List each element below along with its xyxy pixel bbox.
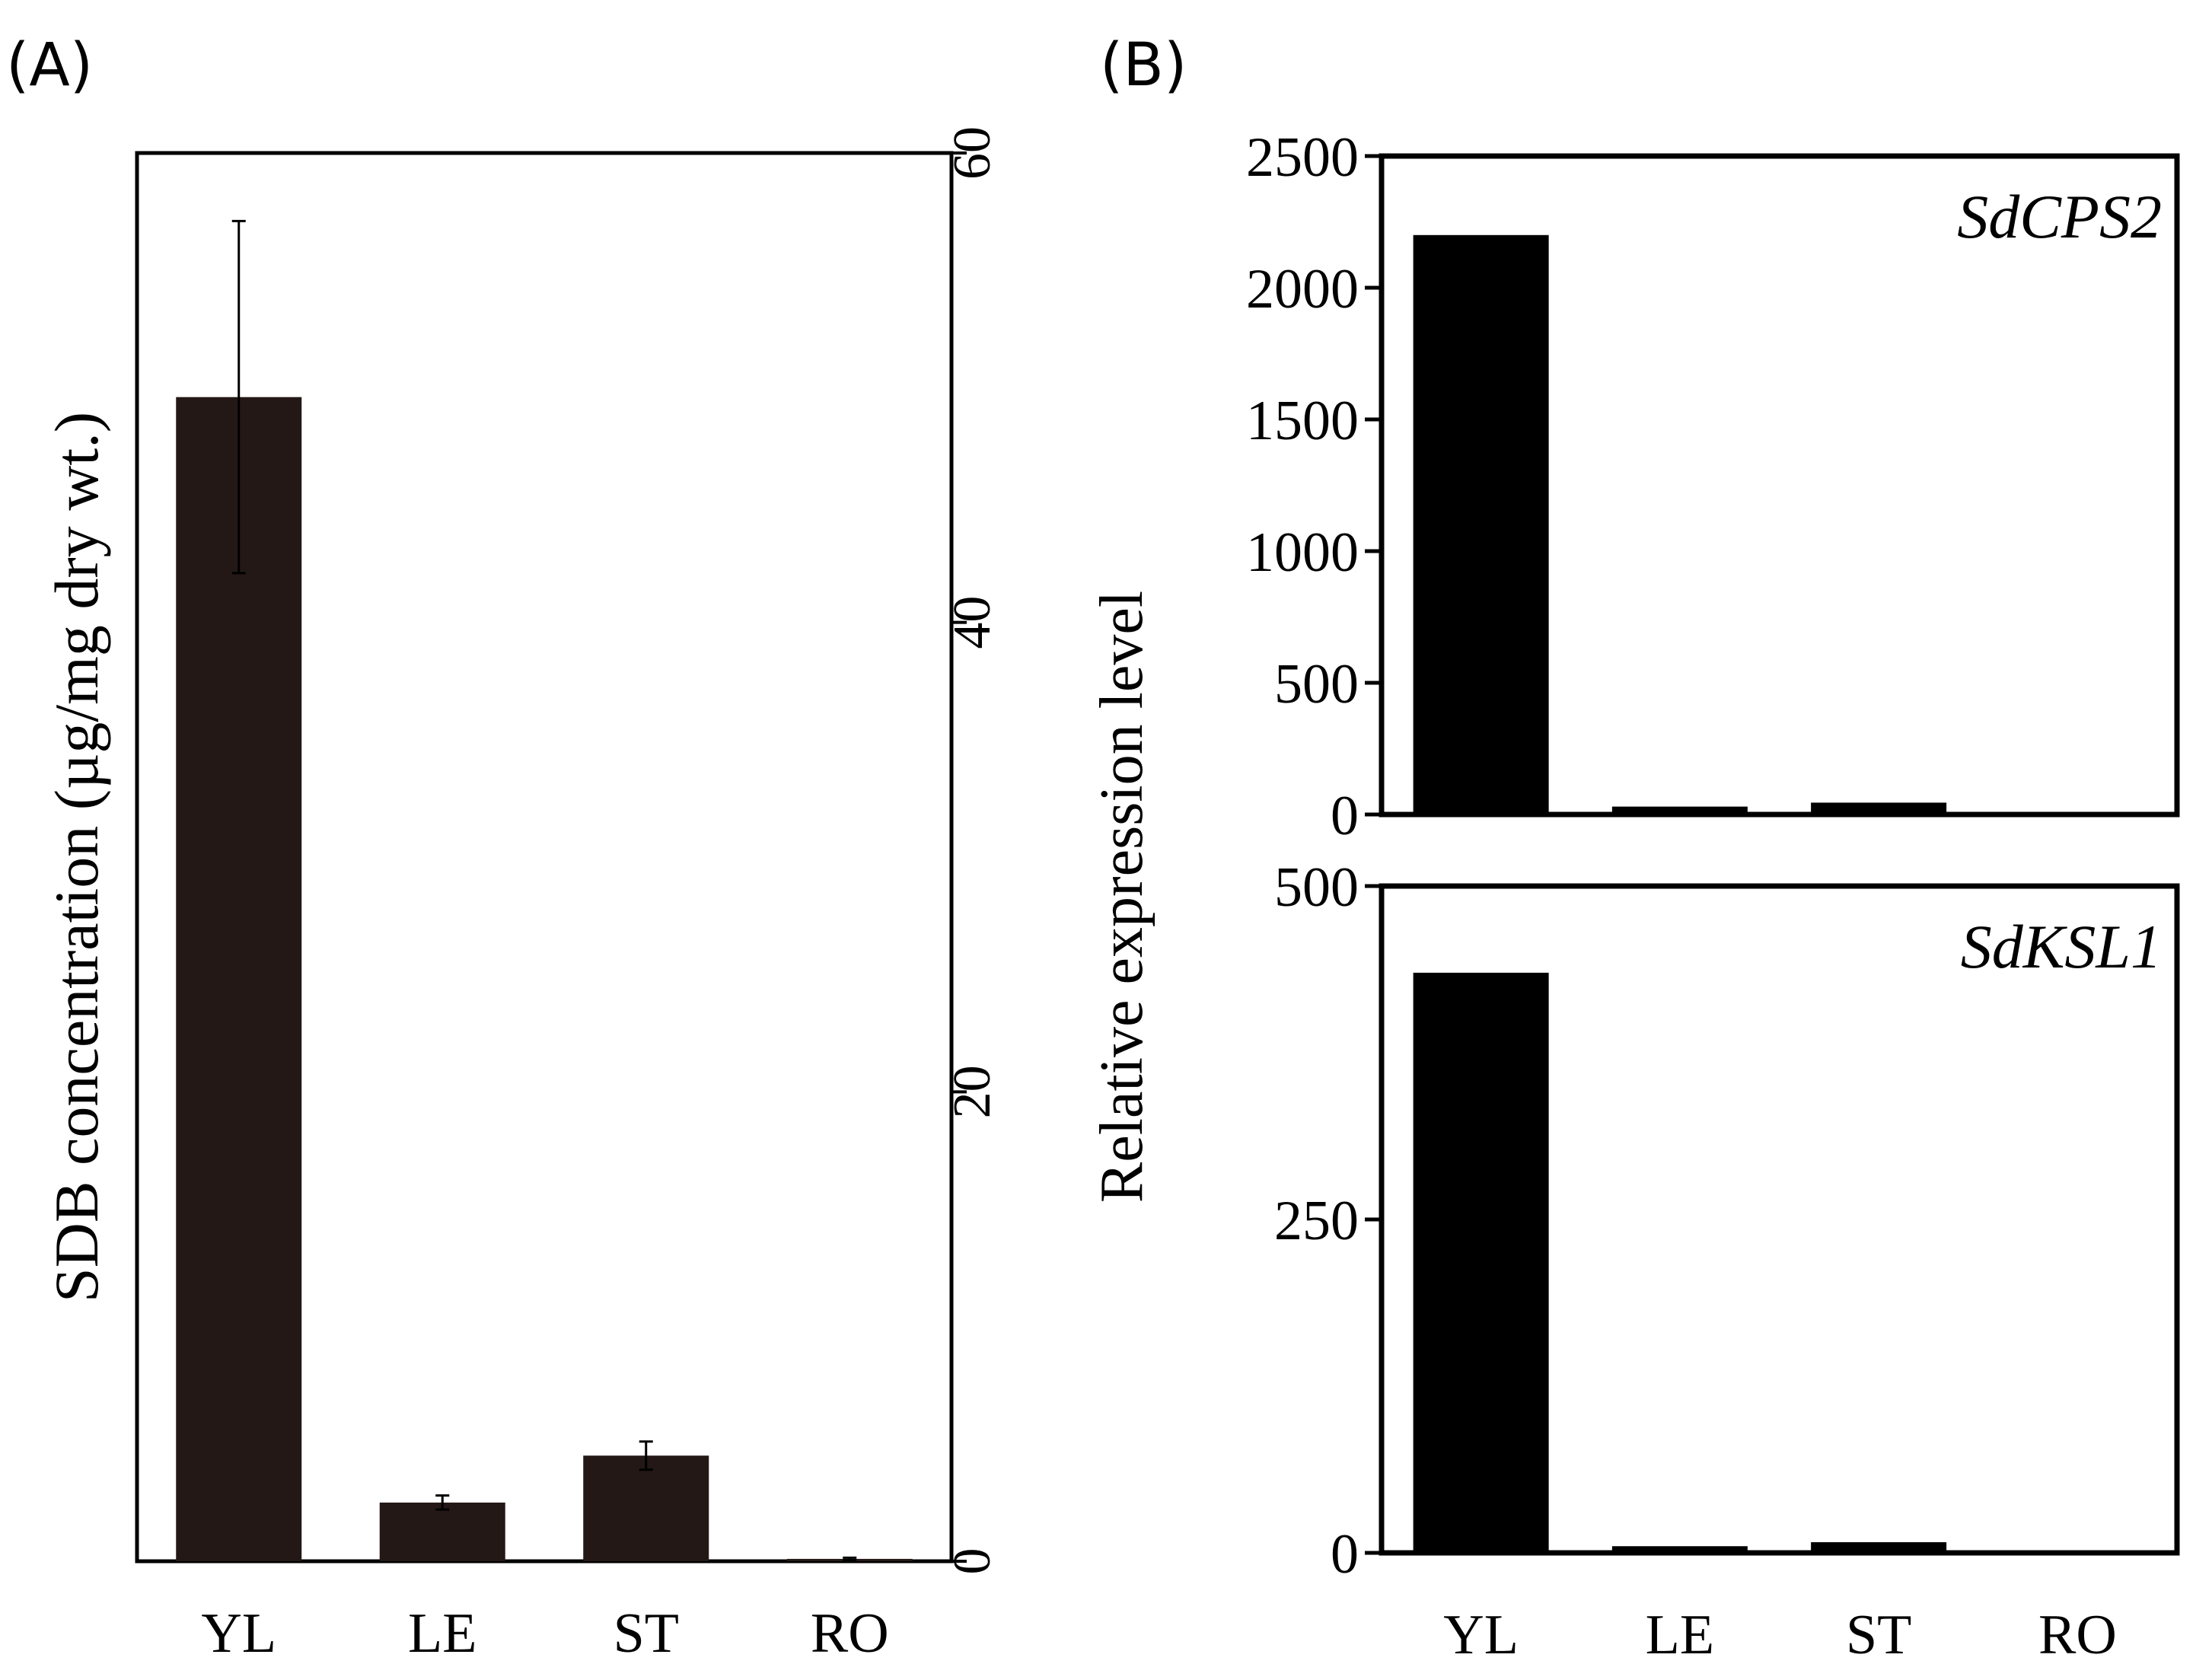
chart-b-top: SdCPS2 0 500 1000 1500 2000 2500 <box>1246 126 2180 847</box>
bar-a-yl <box>176 397 302 1561</box>
ytick-label-a-0: 0 <box>943 1548 1002 1575</box>
errorbar-a-st <box>639 1440 653 1471</box>
ytick-label-chartB1-0: 0 <box>1331 785 1359 847</box>
chart-b-bottom: SdKSL1 YL LE ST RO 0 250 500 <box>1274 856 2180 1664</box>
bar-a-st <box>583 1455 709 1561</box>
ytick-label-chartB1-1000: 1000 <box>1246 521 1359 584</box>
ytick-label-a-20: 20 <box>943 1065 1002 1118</box>
xtick-label-a-st: ST <box>614 1602 679 1664</box>
ytick-label-chartB1-2000: 2000 <box>1246 258 1359 320</box>
chart-a: SDB concentration (µg/mg dry wt.) YL LE ST… <box>42 126 1002 1664</box>
ytick-label-chartB1-1500: 1500 <box>1246 390 1359 452</box>
ytick-label-chartB2-0: 0 <box>1331 1523 1359 1586</box>
xtick-label-a-yl: YL <box>201 1602 276 1664</box>
ytick-label-chartB2-500: 500 <box>1274 856 1359 919</box>
ytick-label-chartB1-2500: 2500 <box>1246 126 1359 189</box>
chart-b-bottom-title: SdKSL1 <box>1961 912 2162 981</box>
bar-chartB2-st <box>1811 1541 1947 1553</box>
xtick-label-a-le: LE <box>408 1602 477 1664</box>
xtick-label-a-ro: RO <box>811 1602 889 1664</box>
panel-b-label: (B) <box>1100 31 1187 100</box>
errorbar-a-yl <box>231 219 246 575</box>
xtick-label-b-le: LE <box>1646 1604 1714 1664</box>
errorbar-a-le <box>435 1494 450 1511</box>
ytick-label-chartB2-250: 250 <box>1274 1190 1359 1252</box>
bar-chartB1-le <box>1611 806 1748 814</box>
bar-a-le <box>379 1502 505 1561</box>
chart-a-ylabel: SDB concentration (µg/mg dry wt.) <box>42 412 111 1302</box>
ytick-label-chartB1-500: 500 <box>1274 653 1359 716</box>
xtick-label-b-st: ST <box>1846 1604 1911 1664</box>
bar-chartB1-yl <box>1413 234 1549 814</box>
xtick-label-b-ro: RO <box>2038 1604 2117 1664</box>
chart-a-frame <box>135 151 954 1564</box>
bar-chartB1-st <box>1811 802 1947 814</box>
bar-chartB2-yl <box>1413 972 1549 1553</box>
panel-a-label: (A) <box>6 31 93 100</box>
panel-b-ylabel: Relative expression level <box>1088 591 1155 1203</box>
errorbar-a-ro <box>843 1556 857 1561</box>
chart-b-top-frame <box>1379 153 2180 818</box>
ytick-label-a-40: 40 <box>943 596 1002 649</box>
chart-b-top-title: SdCPS2 <box>1957 182 2162 251</box>
xtick-label-b-yl: YL <box>1443 1604 1519 1664</box>
ytick-label-a-60: 60 <box>943 126 1002 180</box>
bar-chartB2-le <box>1611 1546 1748 1553</box>
